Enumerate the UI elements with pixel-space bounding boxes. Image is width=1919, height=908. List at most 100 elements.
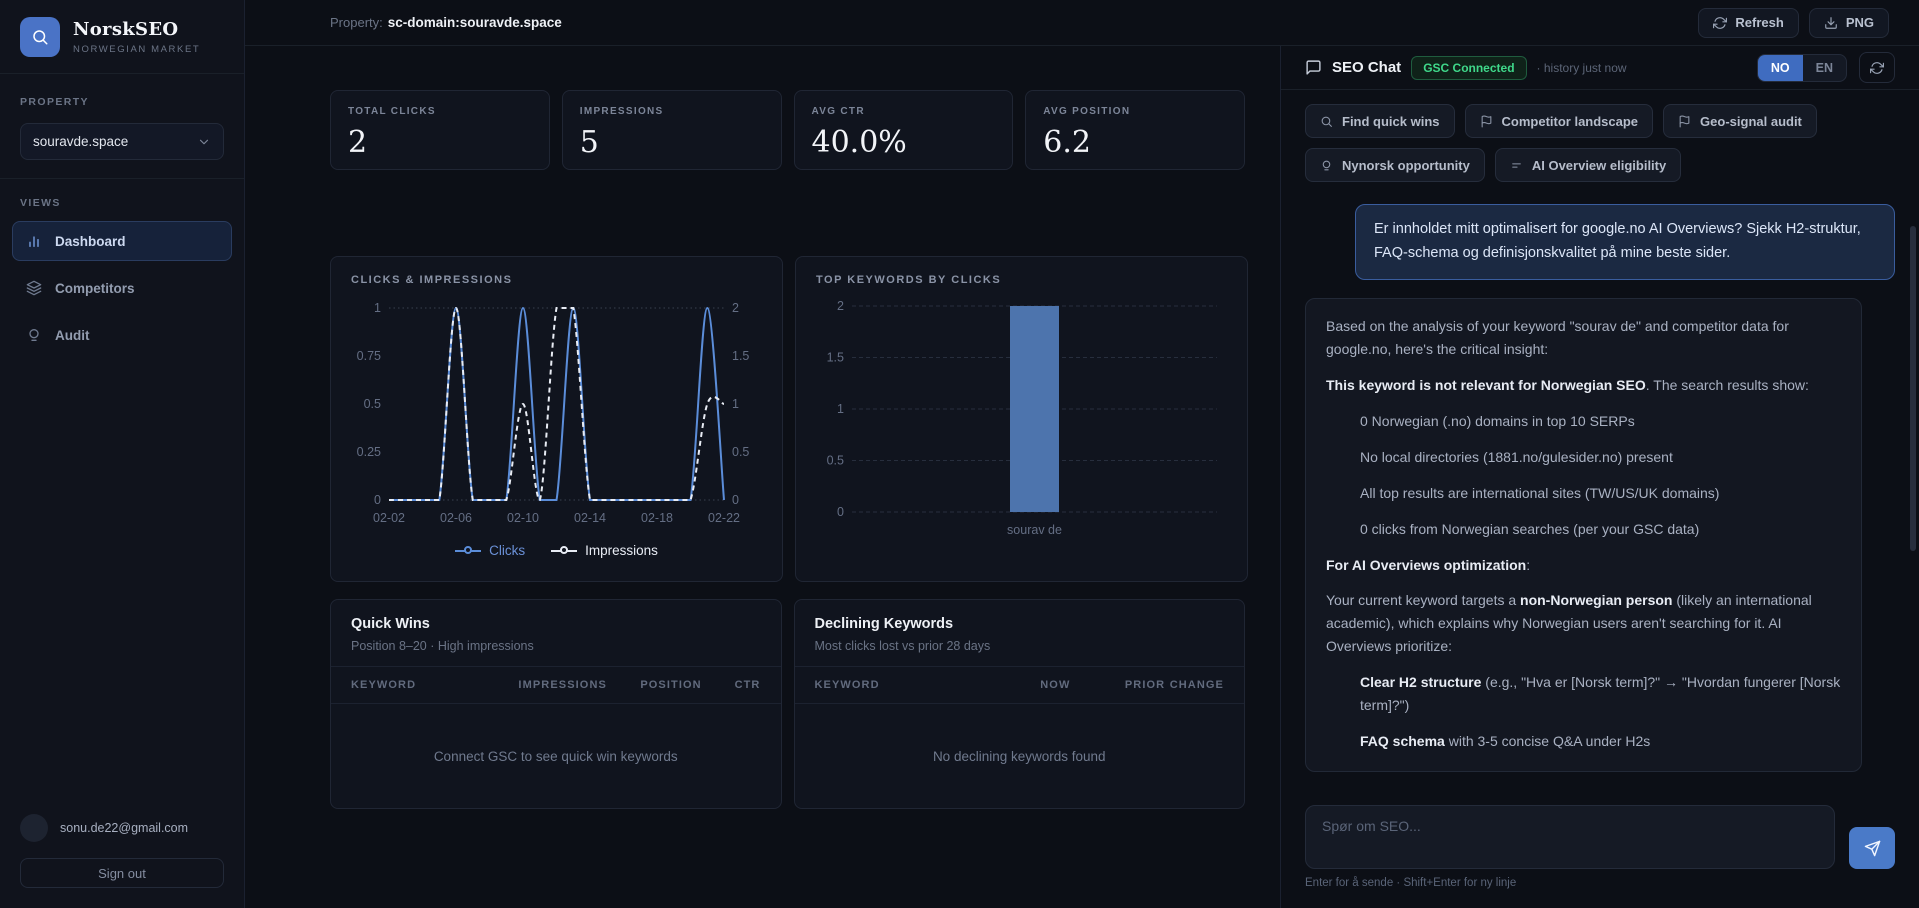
brand-logo <box>20 17 60 57</box>
chip-geo-signal-audit[interactable]: Geo-signal audit <box>1663 104 1817 138</box>
chart-title: TOP KEYWORDS BY CLICKS <box>816 274 1002 286</box>
language-no-button[interactable]: NO <box>1757 54 1803 81</box>
chat-header: SEO Chat GSC Connected · history just no… <box>1281 46 1919 90</box>
chat-input-area: Enter for å sende · Shift+Enter for ny l… <box>1281 796 1919 908</box>
empty-state-text: Connect GSC to see quick win keywords <box>433 748 678 764</box>
chat-messages: Er innholdet mitt optimalisert for googl… <box>1281 192 1919 796</box>
svg-text:0: 0 <box>732 493 739 507</box>
refresh-icon <box>1713 16 1728 30</box>
svg-text:1.5: 1.5 <box>827 351 844 365</box>
svg-text:2: 2 <box>732 301 739 315</box>
quick-prompts: Find quick wins Competitor landscape Geo… <box>1281 90 1919 192</box>
lightbulb-icon <box>26 327 42 343</box>
svg-text:02-06: 02-06 <box>440 511 472 525</box>
svg-text:0.5: 0.5 <box>732 445 749 459</box>
refresh-button[interactable]: Refresh <box>1698 7 1799 38</box>
chat-history-meta: · history just now <box>1536 60 1627 75</box>
language-toggle: NO EN <box>1756 53 1847 82</box>
svg-text:sourav de: sourav de <box>1007 523 1062 537</box>
chip-find-quick-wins[interactable]: Find quick wins <box>1305 104 1455 138</box>
sign-out-button[interactable]: Sign out <box>20 858 224 888</box>
svg-text:2: 2 <box>837 299 844 313</box>
refresh-button-label: Refresh <box>1735 15 1784 30</box>
property-select[interactable]: souravde.space <box>20 123 224 160</box>
chip-label: Geo-signal audit <box>1700 113 1802 129</box>
chat-input[interactable] <box>1305 805 1835 869</box>
stat-value: 40.0% <box>811 125 907 160</box>
legend-item-impressions[interactable]: Impressions <box>551 543 658 558</box>
topbar-property-value: sc-domain:souravde.space <box>387 15 562 30</box>
column-header: IMPRESSIONS <box>518 679 607 691</box>
property-label: PROPERTY <box>20 96 89 108</box>
chevron-down-icon <box>197 135 211 149</box>
stat-card-impressions: IMPRESSIONS 5 <box>561 90 782 170</box>
column-header: KEYWORD <box>351 679 417 691</box>
svg-text:02-22: 02-22 <box>708 511 740 525</box>
views-label: VIEWS <box>20 197 61 209</box>
legend-item-clicks[interactable]: Clicks <box>455 543 525 558</box>
send-button[interactable] <box>1849 827 1895 869</box>
legend-marker-icon <box>455 545 482 556</box>
column-header: CTR <box>734 679 761 691</box>
stat-value: 5 <box>579 125 599 160</box>
bar-chart-icon <box>26 233 42 249</box>
chip-nynorsk-opportunity[interactable]: Nynorsk opportunity <box>1305 148 1485 182</box>
brand: NorskSEO NORWEGIAN MARKET <box>0 0 244 74</box>
sidebar-item-audit[interactable]: Audit <box>12 315 232 355</box>
svg-text:02-02: 02-02 <box>373 511 405 525</box>
gsc-connected-badge: GSC Connected <box>1411 55 1527 80</box>
sidebar-item-dashboard[interactable]: Dashboard <box>12 221 232 261</box>
topbar-property: Property: sc-domain:souravde.space <box>330 15 562 30</box>
chat-refresh-button[interactable] <box>1859 52 1895 83</box>
language-en-button[interactable]: EN <box>1803 55 1846 81</box>
chat-title: SEO Chat <box>1332 59 1402 76</box>
svg-text:0: 0 <box>837 505 844 519</box>
table-header-row: KEYWORD NOW PRIOR CHANGE <box>794 666 1244 704</box>
align-icon <box>1510 159 1523 172</box>
flag-icon <box>1480 115 1493 128</box>
svg-text:1.5: 1.5 <box>732 349 749 363</box>
dashboard-main: TOTAL CLICKS 2 IMPRESSIONS 5 AVG CTR 40.… <box>245 46 1280 908</box>
chat-input-hint: Enter for å sende · Shift+Enter for ny l… <box>1305 877 1517 889</box>
panel-title: Quick Wins <box>351 616 430 632</box>
search-icon <box>1320 115 1333 128</box>
topbar-property-label: Property: <box>330 15 383 30</box>
svg-text:02-18: 02-18 <box>641 511 673 525</box>
brand-tagline: NORWEGIAN MARKET <box>73 44 201 55</box>
stat-label: AVG POSITION <box>1043 106 1131 117</box>
sidebar-item-label: Audit <box>55 327 90 343</box>
top-keywords-chart-card: TOP KEYWORDS BY CLICKS 0 0.5 1 1.5 2 sourav d… <box>795 256 1248 582</box>
user-message: Er innholdet mitt optimalisert for googl… <box>1355 204 1895 280</box>
table-header-row: KEYWORD IMPRESSIONS POSITION CTR <box>331 666 781 704</box>
chip-label: AI Overview eligibility <box>1531 157 1667 173</box>
chart-title: CLICKS & IMPRESSIONS <box>351 274 513 286</box>
sidebar: NorskSEO NORWEGIAN MARKET PROPERTY soura… <box>0 0 245 908</box>
png-button-label: PNG <box>1845 15 1874 30</box>
sidebar-item-label: Competitors <box>55 280 135 296</box>
column-header: NOW <box>1040 679 1071 691</box>
search-icon <box>31 28 49 46</box>
chip-competitor-landscape[interactable]: Competitor landscape <box>1464 104 1654 138</box>
top-keywords-bar-chart: 0 0.5 1 1.5 2 sourav de <box>816 294 1227 551</box>
chip-ai-overview-eligibility[interactable]: AI Overview eligibility <box>1494 148 1682 182</box>
flag-icon <box>1678 115 1691 128</box>
sidebar-item-competitors[interactable]: Competitors <box>12 268 232 308</box>
png-export-button[interactable]: PNG <box>1808 7 1889 38</box>
property-section: PROPERTY souravde.space <box>0 74 244 179</box>
panel-subtitle: Position 8–20 · High impressions <box>351 639 534 653</box>
panel-subtitle: Most clicks lost vs prior 28 days <box>814 639 991 653</box>
clicks-impressions-chart-card: CLICKS & IMPRESSIONS 0 0.25 0.5 0.75 1 0 0.5 1 1… <box>330 256 783 582</box>
topbar: Property: sc-domain:souravde.space Refres… <box>245 0 1919 46</box>
svg-text:0.5: 0.5 <box>827 454 844 468</box>
stat-value: 6.2 <box>1043 125 1091 160</box>
stat-label: TOTAL CLICKS <box>348 106 436 117</box>
sidebar-item-label: Dashboard <box>55 233 126 249</box>
column-header: PRIOR <box>1124 679 1166 691</box>
chat-scrollbar[interactable] <box>1910 226 1916 551</box>
stat-card-avg-ctr: AVG CTR 40.0% <box>793 90 1014 170</box>
svg-text:0: 0 <box>374 493 381 507</box>
stat-label: IMPRESSIONS <box>579 106 664 117</box>
avatar <box>20 814 48 842</box>
empty-state-text: No declining keywords found <box>932 748 1106 764</box>
chip-label: Find quick wins <box>1342 113 1440 129</box>
